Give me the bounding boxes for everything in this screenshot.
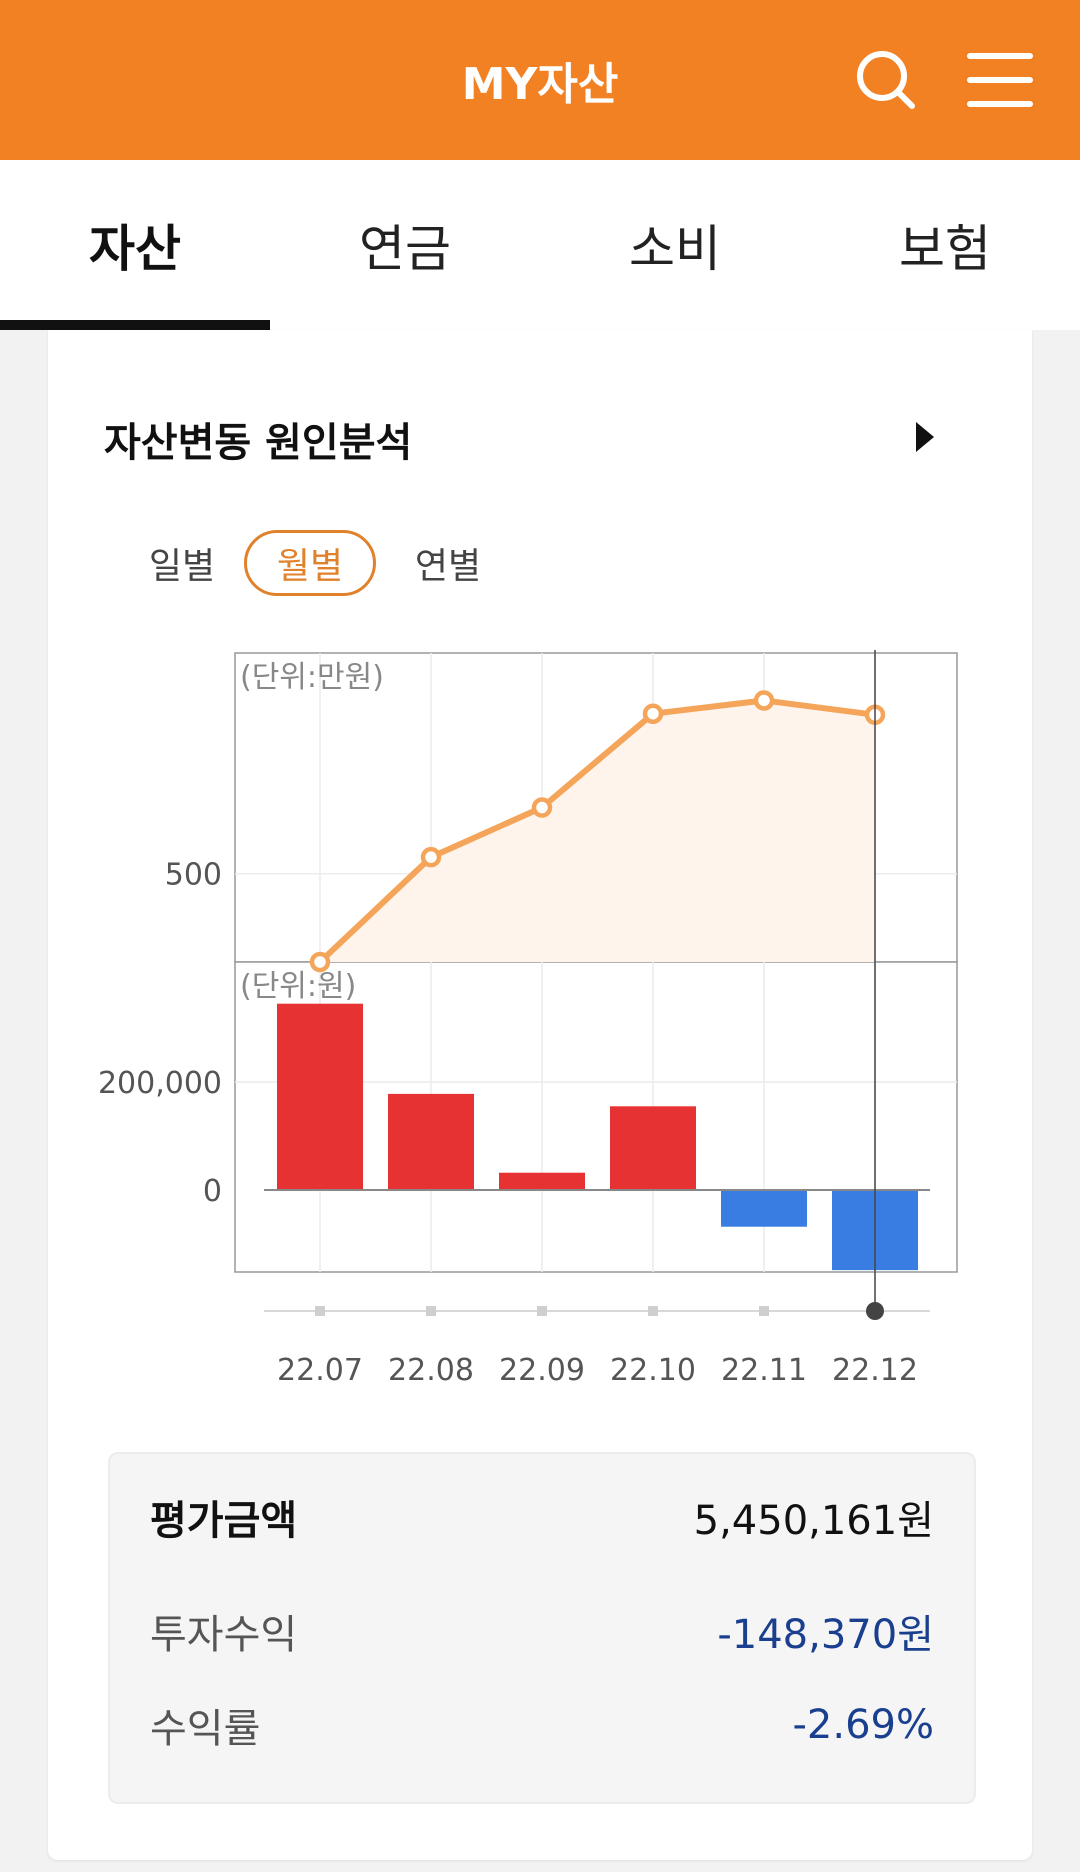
- x-tick-label: 22.08: [388, 1353, 474, 1388]
- x-tick-label: 22.07: [277, 1353, 363, 1388]
- line-unit-label: (단위:만원): [240, 660, 384, 695]
- page-title: MY자산: [461, 59, 619, 110]
- eval-row: 평가금액 5,450,161원: [150, 1488, 934, 1546]
- search-icon[interactable]: [848, 42, 924, 118]
- tab-pension[interactable]: 연금: [359, 220, 451, 278]
- bar-unit-label: (단위:원): [240, 969, 356, 1004]
- loss-bar: [721, 1190, 807, 1227]
- x-tick-label: 22.12: [832, 1353, 918, 1388]
- slider-tick: [759, 1306, 769, 1316]
- asset-point: [753, 690, 775, 711]
- slider-tick: [315, 1306, 325, 1316]
- rate-value: -2.69%: [792, 1702, 934, 1748]
- eval-label: 평가금액: [150, 1498, 298, 1544]
- gain-bar: [388, 1093, 474, 1190]
- gain-bar: [499, 1172, 585, 1190]
- profit-label: 투자수익: [150, 1612, 298, 1658]
- asset-point: [531, 797, 553, 818]
- asset-point: [309, 951, 331, 973]
- line-ytick-label: 500: [165, 858, 222, 893]
- asset-line: [317, 697, 876, 965]
- slider-tick: [426, 1306, 436, 1316]
- slider-tick: [537, 1306, 547, 1316]
- bar-ytick-label: 200,000: [98, 1066, 222, 1101]
- period-daily[interactable]: 일별: [148, 546, 216, 587]
- x-tick-label: 22.11: [721, 1353, 807, 1388]
- rate-row: 수익률 -2.69%: [150, 1696, 934, 1754]
- asset-change-chart: 500 200,000 0 (단위:만원) (단위:원) 22.07 22.08 22.09 2…: [98, 650, 958, 1388]
- gain-bar: [610, 1106, 696, 1190]
- app-header: MY자산: [0, 0, 1080, 160]
- summary-panel: 평가금액 5,450,161원 투자수익 -148,370원 수익률 -2.69…: [108, 1452, 976, 1804]
- rate-label: 수익률: [150, 1706, 261, 1752]
- tab-asset[interactable]: 자산: [89, 220, 181, 278]
- slider-tick: [648, 1306, 658, 1316]
- tab-insurance[interactable]: 보험: [899, 220, 991, 278]
- period-yearly[interactable]: 연별: [414, 546, 482, 587]
- card-title: 자산변동 원인분석: [104, 420, 413, 466]
- gain-bar: [277, 1003, 363, 1190]
- tab-bar: 자산 연금 소비 보험: [0, 160, 1080, 330]
- asset-area-fill: [320, 700, 875, 962]
- x-tick-label: 22.09: [499, 1353, 585, 1388]
- period-monthly[interactable]: 월별: [244, 530, 376, 596]
- asset-point: [642, 703, 664, 724]
- profit-row: 투자수익 -148,370원: [150, 1602, 934, 1660]
- slider-handle: [866, 1302, 884, 1320]
- play-arrow-icon[interactable]: [908, 418, 942, 456]
- asset-point: [420, 846, 442, 868]
- eval-value: 5,450,161원: [693, 1498, 934, 1544]
- profit-value: -148,370원: [717, 1612, 934, 1658]
- tab-spending[interactable]: 소비: [629, 220, 721, 278]
- x-tick-label: 22.10: [610, 1353, 696, 1388]
- active-tab-indicator: [0, 320, 270, 330]
- menu-icon[interactable]: [960, 42, 1036, 118]
- bar-ytick-label: 0: [203, 1174, 222, 1209]
